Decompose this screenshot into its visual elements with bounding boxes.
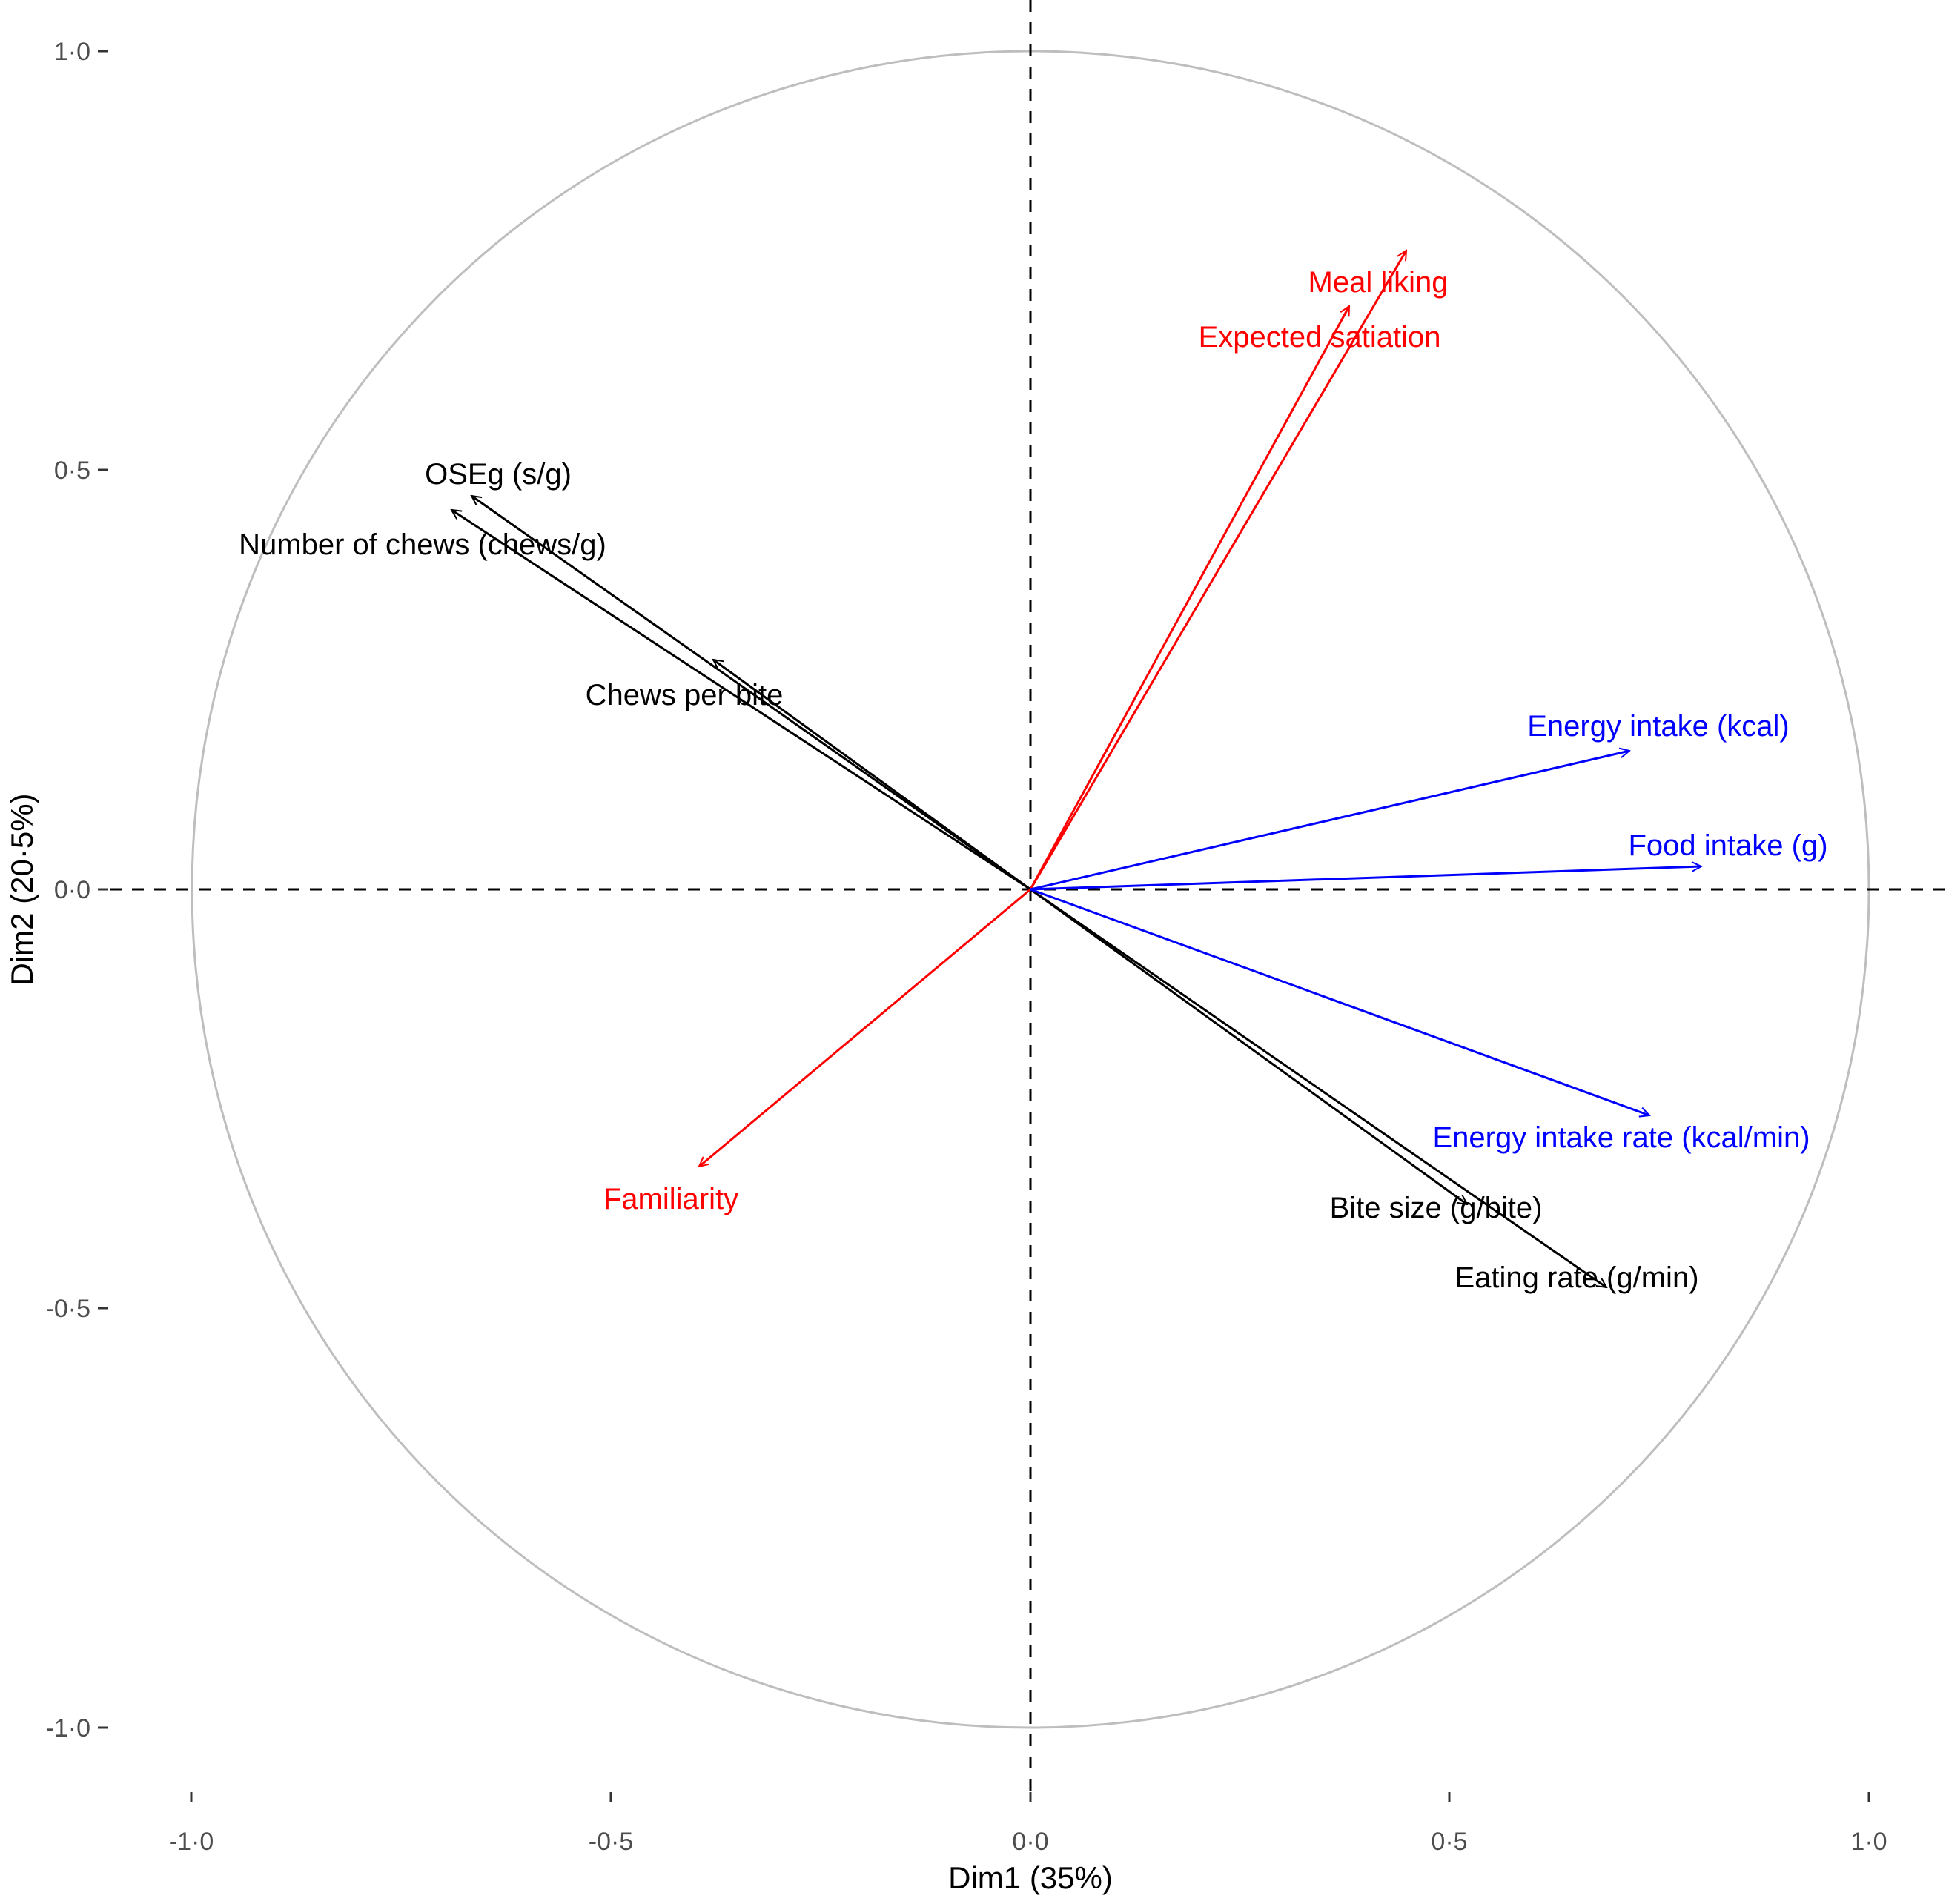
x-tick-label: -0·5 xyxy=(589,1828,633,1856)
label-energy-intake: Energy intake (kcal) xyxy=(1527,710,1789,743)
label-expected-satiation: Expected satiation xyxy=(1199,321,1441,354)
label-bite-size: Bite size (g/bite) xyxy=(1330,1192,1543,1224)
y-tick-label: 0·0 xyxy=(54,876,90,904)
label-food-intake: Food intake (g) xyxy=(1628,829,1827,862)
label-meal-liking: Meal liking xyxy=(1308,266,1449,299)
arrow-eating-rate xyxy=(1030,888,1606,1287)
x-tick-label: 0·5 xyxy=(1431,1828,1467,1856)
y-tick-label: -1·0 xyxy=(46,1714,90,1742)
y-axis: 1·0 0·5 0·0 -0·5 -1·0 xyxy=(46,38,108,1742)
y-tick-label: 1·0 xyxy=(54,38,90,66)
red-variable-arrows xyxy=(699,251,1408,1167)
arrow-bite-size xyxy=(1030,888,1467,1204)
x-axis: -1·0 -0·5 0·0 0·5 1·0 xyxy=(169,1792,1887,1856)
y-tick-label: -0·5 xyxy=(46,1295,90,1323)
arrow-chews-per-bite xyxy=(713,660,1031,891)
label-energy-intake-rate: Energy intake rate (kcal/min) xyxy=(1432,1121,1810,1154)
x-tick-label: 0·0 xyxy=(1012,1828,1048,1856)
label-chews-per-g: Number of chews (chews/g) xyxy=(239,528,606,561)
arrow-energy-intake-rate xyxy=(1030,888,1649,1115)
arrow-meal-liking xyxy=(1029,251,1408,890)
arrow-familiarity xyxy=(699,888,1031,1167)
arrow-expected-satiation xyxy=(1029,306,1351,890)
label-oseg: OSEg (s/g) xyxy=(425,458,572,491)
label-eating-rate: Eating rate (g/min) xyxy=(1454,1261,1698,1294)
label-chews-per-bite: Chews per bite xyxy=(586,679,784,711)
arrow-chews-per-g xyxy=(451,508,1031,891)
x-tick-label: 1·0 xyxy=(1850,1828,1887,1856)
arrow-oseg xyxy=(471,496,1031,891)
x-tick-label: -1·0 xyxy=(169,1828,214,1856)
y-axis-title: Dim2 (20·5%) xyxy=(4,793,39,985)
y-tick-label: 0·5 xyxy=(54,457,90,485)
label-familiarity: Familiarity xyxy=(603,1183,738,1215)
x-axis-title: Dim1 (35%) xyxy=(948,1860,1113,1895)
arrow-food-intake xyxy=(1030,866,1701,891)
blue-variable-arrows xyxy=(1030,751,1701,1115)
arrow-energy-intake xyxy=(1030,751,1629,891)
black-variable-arrows xyxy=(451,496,1606,1287)
